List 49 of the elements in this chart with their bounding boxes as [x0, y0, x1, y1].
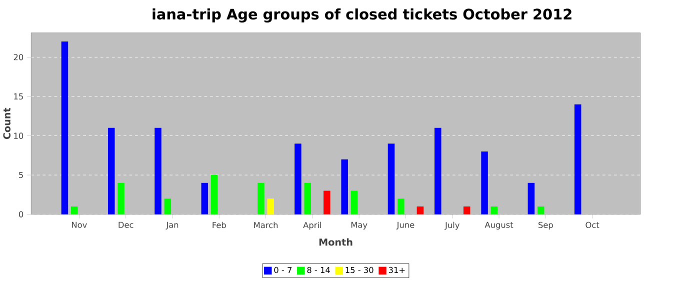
bar — [416, 206, 424, 215]
x-tick-label: Dec — [118, 222, 134, 228]
bar — [154, 128, 162, 215]
y-tick-label: 20 — [14, 54, 24, 60]
bar — [537, 206, 544, 215]
bar — [70, 206, 78, 215]
y-tick-label: 10 — [14, 132, 24, 140]
bar — [201, 183, 208, 215]
x-tick-label: Sep — [538, 222, 553, 230]
bar — [210, 175, 218, 215]
x-tick-label: Oct — [586, 222, 600, 228]
x-tick-label: June — [396, 222, 414, 230]
y-tick-label: 5 — [19, 172, 23, 178]
bar — [398, 198, 404, 215]
legend-label: 0 - 7 — [274, 267, 292, 274]
bar — [164, 198, 172, 215]
y-tick-label: 0 — [18, 211, 24, 218]
legend-label: 15 - 30 — [346, 267, 374, 274]
bar — [108, 128, 115, 215]
bar — [324, 190, 330, 215]
legend-label: 31+ — [388, 267, 405, 274]
bar — [350, 190, 358, 215]
bar — [528, 183, 535, 215]
y-tick-label: 15 — [14, 94, 23, 100]
bar — [258, 183, 264, 215]
bar — [267, 198, 274, 215]
bar — [341, 160, 348, 215]
bar — [294, 144, 302, 215]
bar — [388, 144, 395, 215]
bar — [490, 206, 498, 215]
x-tick-label: July — [444, 222, 460, 230]
bar — [304, 183, 311, 215]
bar — [574, 104, 582, 215]
bar — [118, 183, 124, 215]
x-tick-label: April — [303, 222, 322, 230]
bar — [61, 42, 68, 215]
bar — [481, 152, 488, 215]
x-tick-label: Jan — [166, 222, 178, 230]
x-tick-label: May — [351, 222, 368, 230]
bar — [463, 206, 470, 215]
x-tick-label: Feb — [212, 222, 226, 228]
x-tick-label: March — [254, 222, 278, 228]
x-axis-title: Month — [319, 238, 352, 246]
bar — [434, 128, 442, 215]
x-tick-label: Nov — [72, 222, 87, 228]
chart-title: iana-trip Age groups of closed tickets October 2012 — [152, 8, 572, 23]
x-tick-label: August — [484, 222, 514, 230]
y-axis-title: Count — [3, 108, 10, 140]
legend-label: 8 - 14 — [307, 267, 330, 274]
